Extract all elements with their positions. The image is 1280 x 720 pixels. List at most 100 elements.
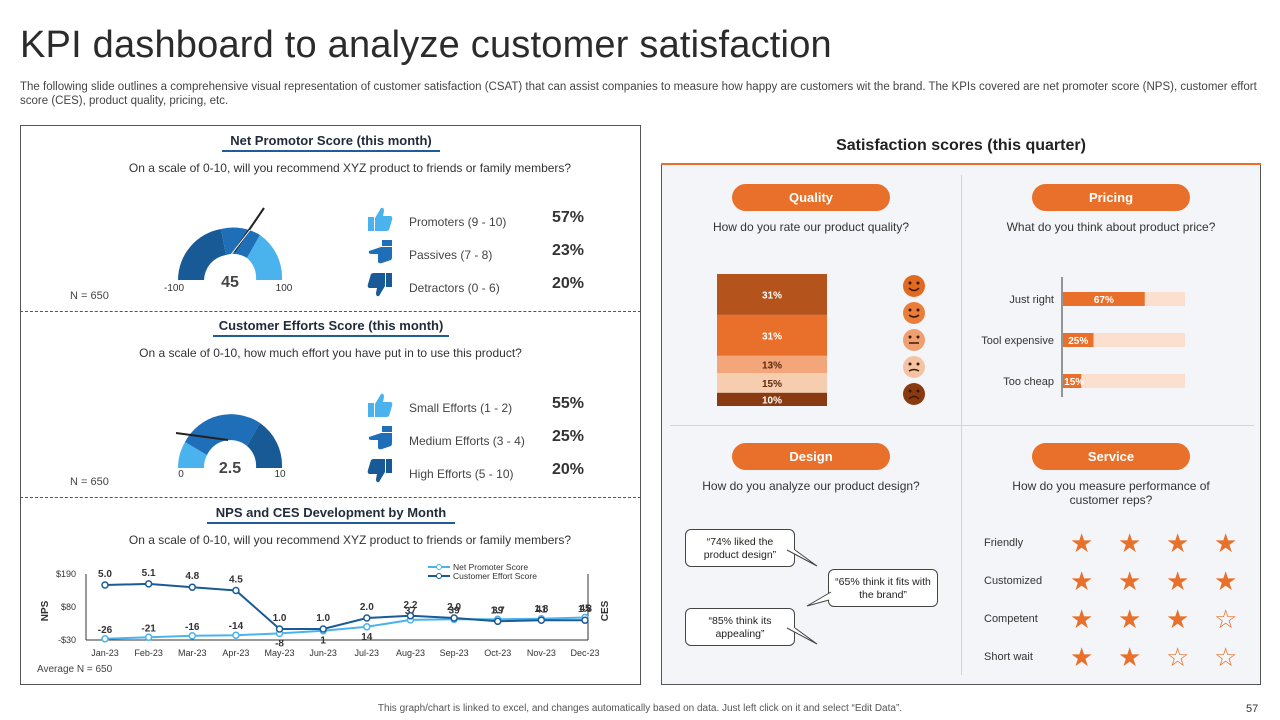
nps-legend-label: Promoters (9 - 10) (409, 214, 507, 229)
ces-point (101, 581, 109, 589)
x-tick-label: Nov-23 (527, 648, 556, 658)
pricing-bar-label: 25% (1068, 336, 1088, 347)
ces-data-label: 5.1 (142, 568, 156, 579)
pricing-bar-track (1063, 374, 1185, 388)
thumbs-down-icon (366, 271, 394, 304)
ces-legend-row: Small Efforts (1 - 2) (366, 391, 512, 424)
nps-data-label: -16 (185, 622, 200, 633)
nps-data-label: 45 (579, 604, 591, 615)
design-quote-bubble: “85% think its appealing” (685, 608, 795, 646)
thumbs-sideways-icon (366, 238, 394, 271)
ces-legend-value: 55% (552, 395, 585, 412)
nps-point (363, 623, 371, 631)
star-filled-icon: ★ (1118, 604, 1142, 634)
x-tick-label: Sep-23 (440, 648, 469, 658)
section-divider (20, 311, 641, 312)
nps-legend-row: Promoters (9 - 10) (366, 205, 506, 238)
star-filled-icon: ★ (1118, 566, 1142, 596)
design-quote-bubble: “74% liked the product design” (685, 529, 795, 567)
star-empty-icon: ☆ (1214, 604, 1238, 634)
y2-axis-label: CES (600, 600, 611, 621)
x-tick-label: Feb-23 (134, 648, 163, 658)
section-divider (20, 497, 641, 498)
x-tick-label: Aug-23 (396, 648, 425, 658)
ces-legend-value: 25% (552, 428, 585, 445)
ces-legend-label: Medium Efforts (3 - 4) (409, 433, 525, 448)
x-tick-label: Jul-23 (355, 648, 380, 658)
ces-data-label: 2.2 (404, 600, 418, 611)
pricing-category-label: Too cheap (1003, 376, 1054, 388)
star-filled-icon: ★ (1070, 604, 1094, 634)
x-tick-label: Jan-23 (91, 648, 119, 658)
ces-legend-label: High Efforts (5 - 10) (409, 466, 514, 481)
quality-segment (717, 314, 827, 356)
ces-question: On a scale of 0-10, how much effort you … (139, 346, 522, 360)
quality-segment (717, 274, 827, 315)
design-question: How do you analyze our product design? (702, 479, 920, 493)
ces-data-label: 2.0 (447, 602, 461, 613)
quality-segment-label: 10% (762, 395, 782, 406)
y-tick-label: -$30 (58, 635, 76, 645)
ces-gauge-segment-light (178, 442, 207, 468)
nps-gauge: 45 -100 100 (164, 207, 293, 294)
ces-gauge-needle (175, 432, 229, 441)
pricing-pill: Pricing (1032, 184, 1190, 211)
emoji-face-icon (903, 302, 925, 324)
ces-legend-value: 20% (552, 461, 585, 478)
ces-point (363, 614, 371, 622)
ces-point (581, 616, 589, 624)
nps-point (188, 632, 197, 640)
nps-series-line (104, 616, 586, 640)
nps-data-label: 39 (492, 605, 504, 616)
x-tick-label: Dec-23 (570, 648, 599, 658)
bubble-tail (786, 627, 818, 645)
pricing-bar-label: 67% (1094, 295, 1114, 306)
ces-legend-row: Medium Efforts (3 - 4) (366, 424, 525, 457)
ces-data-label: 1.7 (491, 605, 505, 616)
nps-sample-size: N = 650 (70, 290, 109, 302)
nps-legend-row: Detractors (0 - 6) (366, 271, 500, 304)
ces-data-label: 5.0 (98, 569, 112, 580)
nps-data-label: 1 (320, 636, 326, 647)
star-filled-icon: ★ (1070, 642, 1094, 672)
nps-legend-label: Detractors (0 - 6) (409, 280, 500, 295)
ces-section-title: Customer Efforts Score (this month) (213, 318, 449, 337)
ces-point (450, 614, 458, 622)
legend-nps: Net Promoter Score (453, 562, 528, 572)
quality-segment-label: 31% (762, 290, 782, 301)
bubble-tail (786, 549, 818, 567)
x-tick-label: May-23 (265, 648, 295, 658)
nps-legend-value: 20% (552, 275, 585, 292)
thumbs-up-icon (366, 205, 394, 238)
ces-data-label: 2.0 (360, 602, 374, 613)
nps-legend-row: Passives (7 - 8) (366, 238, 492, 271)
star-empty-icon: ☆ (1166, 642, 1190, 672)
trend-question: On a scale of 0-10, will you recommend X… (128, 533, 572, 547)
y-tick-label: $190 (56, 569, 76, 579)
nps-legend-value: 57% (552, 209, 585, 226)
pricing-bar (1063, 333, 1094, 347)
pricing-bar (1063, 374, 1082, 388)
thumbs-down-icon (366, 457, 394, 490)
x-tick-label: Mar-23 (178, 648, 207, 658)
legend-ces: Customer Effort Score (453, 571, 537, 581)
nps-data-label: 14 (361, 632, 373, 643)
star-filled-icon: ★ (1214, 528, 1238, 558)
quality-segment (717, 355, 827, 373)
star-filled-icon: ★ (1070, 528, 1094, 558)
ces-data-label: 1.8 (534, 604, 548, 615)
pricing-bar-chart: Just right 67% Tool expensive 25% Too cheap 1… (981, 277, 1185, 397)
quality-stacked-bar: 31% 31% 13% 15% 10% (717, 274, 925, 406)
x-tick-label: Jun-23 (309, 648, 337, 658)
trend-section-title: NPS and CES Development by Month (207, 505, 455, 524)
y-tick-label: $80 (61, 602, 76, 612)
nps-data-label: -8 (275, 638, 284, 649)
design-pill: Design (732, 443, 890, 470)
emoji-face-icon (903, 356, 925, 378)
nps-question: On a scale of 0-10, will you recommend X… (128, 161, 572, 175)
ces-point (232, 586, 240, 595)
star-filled-icon: ★ (1166, 528, 1190, 558)
nps-data-label: -14 (229, 621, 244, 632)
nps-point (232, 631, 240, 639)
bubble-tail (806, 591, 832, 607)
